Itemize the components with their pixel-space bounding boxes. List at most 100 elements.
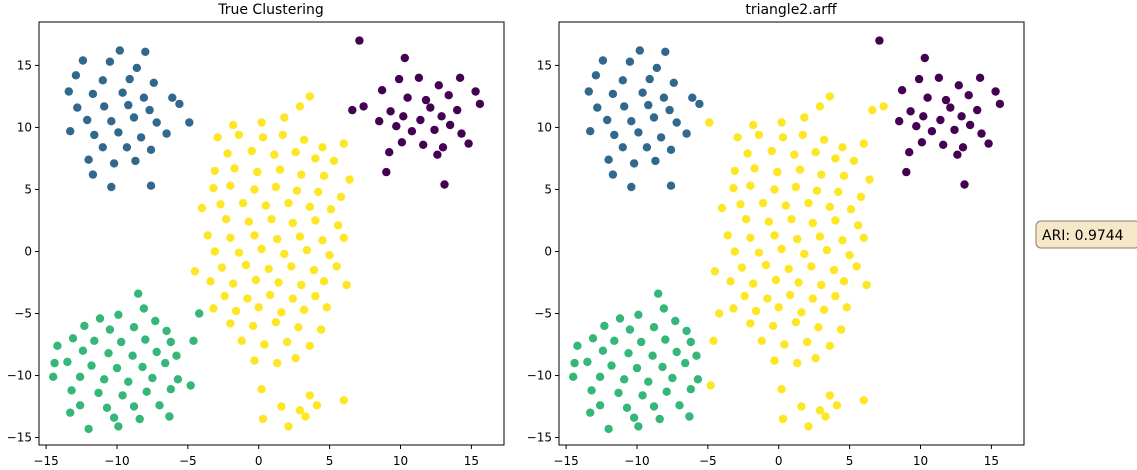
scatter-point xyxy=(912,122,921,131)
scatter-point xyxy=(729,184,738,193)
scatter-point xyxy=(688,93,697,102)
scatter-point xyxy=(161,358,170,368)
scatter-point xyxy=(737,263,747,272)
scatter-point xyxy=(991,87,1000,96)
scatter-point xyxy=(635,46,644,55)
scatter-point xyxy=(941,95,951,105)
scatter-point xyxy=(414,73,424,83)
scatter-point xyxy=(829,265,839,275)
scatter-point xyxy=(250,231,259,240)
scatter-point xyxy=(445,120,455,130)
scatter-point xyxy=(655,414,664,424)
y-tick-label: −5 xyxy=(14,307,32,321)
scatter-point xyxy=(865,175,874,184)
scatter-point xyxy=(437,112,446,121)
scatter-point xyxy=(49,372,58,381)
scatter-point xyxy=(800,249,809,259)
scatter-point xyxy=(583,357,592,367)
scatter-point xyxy=(271,182,280,192)
scatter-point xyxy=(53,341,62,350)
scatter-point xyxy=(995,99,1005,109)
scatter-point xyxy=(129,323,139,332)
scatter-point xyxy=(587,386,596,395)
scatter-point xyxy=(339,233,348,242)
scatter-point xyxy=(740,291,749,301)
scatter-point xyxy=(842,303,851,312)
scatter-point xyxy=(355,36,364,45)
scatter-point xyxy=(100,102,109,111)
scatter-point xyxy=(960,180,969,189)
scatter-point xyxy=(66,408,75,417)
scatter-point xyxy=(67,386,76,395)
scatter-point xyxy=(267,215,276,224)
scatter-point xyxy=(305,341,314,350)
scatter-point xyxy=(770,185,779,194)
scatter-point xyxy=(444,91,453,100)
scatter-point xyxy=(288,294,297,303)
scatter-point xyxy=(710,267,720,276)
scatter-point xyxy=(139,304,149,313)
scatter-point xyxy=(250,356,259,365)
scatter-point xyxy=(314,187,323,197)
scatter-point xyxy=(265,290,275,300)
x-tick-label: 5 xyxy=(846,454,854,468)
scatter-point xyxy=(726,277,735,286)
scatter-point xyxy=(430,125,439,135)
scatter-point xyxy=(209,184,218,193)
scatter-point xyxy=(166,337,175,347)
scatter-point xyxy=(407,127,417,136)
scatter-point xyxy=(785,290,795,300)
axes-frame xyxy=(558,21,1025,446)
scatter-point xyxy=(671,316,680,326)
scatter-point xyxy=(209,304,218,313)
scatter-point xyxy=(666,145,676,154)
scatter-point xyxy=(399,112,408,121)
scatter-point xyxy=(155,401,164,410)
scatter-point xyxy=(662,387,671,396)
scatter-point xyxy=(856,192,866,202)
scatter-point xyxy=(278,130,287,140)
scatter-point xyxy=(798,130,807,140)
scatter-point xyxy=(936,115,945,125)
scatter-point xyxy=(98,76,108,85)
scatter-point xyxy=(50,358,59,368)
scatter-point xyxy=(118,391,127,400)
scatter-point xyxy=(319,171,329,180)
scatter-point xyxy=(237,336,246,345)
scatter-point xyxy=(80,321,89,331)
scatter-point xyxy=(695,99,704,109)
scatter-point xyxy=(846,205,856,214)
scatter-point xyxy=(220,291,229,301)
scatter-point xyxy=(421,95,431,105)
scatter-point xyxy=(588,334,598,343)
scatter-point xyxy=(862,280,871,290)
scatter-point xyxy=(403,93,412,102)
x-tick-label: −10 xyxy=(624,454,649,468)
scatter-point xyxy=(336,192,346,202)
scatter-point xyxy=(238,198,248,208)
x-tick-label: 0 xyxy=(255,454,263,468)
scatter-point xyxy=(63,357,72,367)
scatter-point xyxy=(649,113,659,122)
scatter-point xyxy=(822,246,832,255)
scatter-point xyxy=(795,165,805,174)
scatter-point xyxy=(939,140,948,149)
scatter-point xyxy=(672,118,681,127)
scatter-point xyxy=(129,113,139,122)
scatter-point xyxy=(973,105,982,115)
scatter-point xyxy=(767,146,776,156)
scatter-point xyxy=(197,203,207,213)
scatter-point xyxy=(817,280,826,290)
scatter-point xyxy=(185,118,194,127)
scatter-point xyxy=(342,280,351,290)
scatter-point xyxy=(868,105,877,115)
scatter-point xyxy=(777,385,786,394)
scatter-point xyxy=(658,362,667,372)
scatter-point xyxy=(849,156,859,166)
scatter-point xyxy=(475,99,485,109)
scatter-point xyxy=(107,117,116,126)
scatter-point xyxy=(638,391,647,400)
scatter-point xyxy=(603,115,612,125)
y-tick-label: −10 xyxy=(7,369,32,383)
